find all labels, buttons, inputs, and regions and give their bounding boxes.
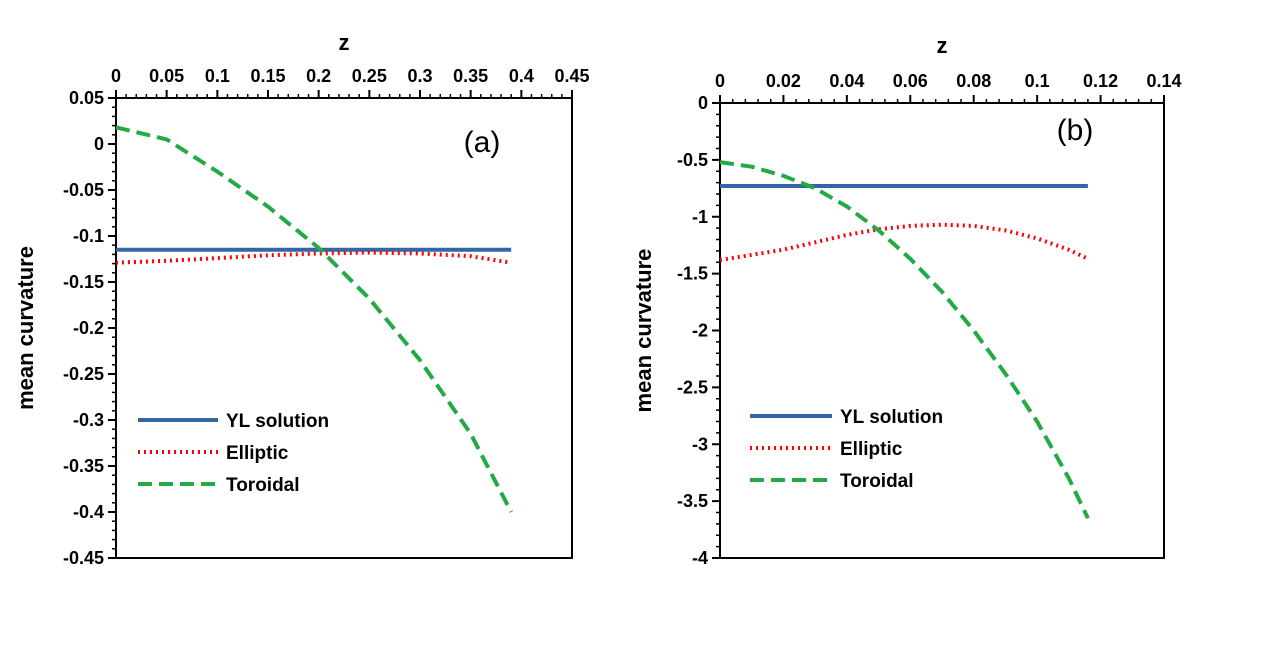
- y-tick-label: -0.35: [63, 456, 104, 476]
- y-tick-label: -0.3: [73, 410, 104, 430]
- x-tick-label: 0.3: [407, 66, 432, 86]
- y-tick-label: 0.05: [69, 88, 104, 108]
- x-tick-label: 0.05: [149, 66, 184, 86]
- y-axis-title: mean curvature: [13, 246, 38, 410]
- y-tick-label: 0: [698, 93, 708, 113]
- x-tick-label: 0: [715, 71, 725, 91]
- x-tick-label: 0.15: [250, 66, 285, 86]
- x-axis-title: z: [339, 30, 350, 55]
- y-tick-label: -4: [692, 548, 708, 568]
- x-axis-title: z: [937, 33, 948, 58]
- y-tick-label: -3.5: [677, 491, 708, 511]
- y-tick-label: -0.4: [73, 502, 104, 522]
- y-tick-label: 0: [94, 134, 104, 154]
- y-tick-label: -0.45: [63, 548, 104, 568]
- x-tick-label: 0.1: [1025, 71, 1050, 91]
- y-tick-label: -0.1: [73, 226, 104, 246]
- panel-label: (a): [464, 126, 501, 159]
- y-tick-label: -0.15: [63, 272, 104, 292]
- y-tick-label: -2.5: [677, 377, 708, 397]
- legend-label: YL solution: [226, 411, 329, 432]
- series-line-elliptic: [115, 250, 512, 265]
- chart-panel-b: 0 0.02 0.04 0.06 0.08 0.1 0.12 0.14 0 -0.5 -1 -1.5 -…: [631, 33, 1182, 568]
- x-tick-label: 0.45: [554, 66, 589, 86]
- y-axis-title: mean curvature: [631, 249, 656, 413]
- x-tick-label: 0.08: [956, 71, 991, 91]
- chart-panel-a: 0 0.05 0.1 0.15 0.2 0.25 0.3 0.35 0.4 0.45 0.05 0 -0…: [13, 30, 590, 568]
- y-tick-label: -1.5: [677, 264, 708, 284]
- x-tick-label: 0.35: [453, 66, 488, 86]
- legend-label: Elliptic: [226, 443, 289, 464]
- x-tick-label: 0.4: [509, 66, 534, 86]
- y-tick-label: -1: [692, 207, 708, 227]
- legend: YL solution Elliptic Toroidal: [750, 407, 943, 492]
- series-line-toroidal: [115, 125, 513, 513]
- legend-label: Toroidal: [840, 471, 914, 492]
- x-tick-label: 0.1: [205, 66, 230, 86]
- y-tick-label: -0.05: [63, 180, 104, 200]
- x-tick-label: 0.14: [1146, 71, 1181, 91]
- legend-label: YL solution: [840, 407, 943, 428]
- x-tick-label: 0.02: [766, 71, 801, 91]
- plot-frame: [719, 102, 1165, 559]
- series-line-toroidal: [719, 160, 1090, 520]
- legend-label: Elliptic: [840, 439, 903, 460]
- y-tick-label: -2: [692, 321, 708, 341]
- plot-frame: [115, 97, 573, 559]
- y-tick-label: -0.5: [677, 150, 708, 170]
- x-tick-label: 0.04: [829, 71, 864, 91]
- legend: YL solution Elliptic Toroidal: [138, 411, 329, 496]
- legend-label: Toroidal: [226, 475, 300, 496]
- x-tick-label: 0.25: [352, 66, 387, 86]
- y-tick-label: -0.25: [63, 364, 104, 384]
- x-tick-label: 0.2: [306, 66, 331, 86]
- y-tick-label: -3: [692, 434, 708, 454]
- y-tick-label: -0.2: [73, 318, 104, 338]
- x-tick-label: 0.06: [893, 71, 928, 91]
- x-tick-label: 0: [111, 66, 121, 86]
- x-tick-label: 0.12: [1083, 71, 1118, 91]
- panel-label: (b): [1057, 114, 1094, 147]
